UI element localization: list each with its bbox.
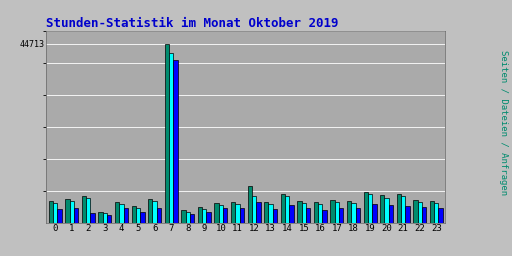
Bar (306, 208, 310, 223)
Bar (314, 202, 318, 223)
Bar (389, 205, 393, 223)
Bar (401, 196, 406, 223)
Bar (422, 207, 426, 223)
Bar (372, 204, 376, 223)
Bar (198, 207, 202, 223)
Bar (413, 199, 418, 223)
Bar (397, 194, 401, 223)
Bar (70, 201, 74, 223)
Bar (248, 186, 252, 223)
Bar (202, 209, 206, 223)
Bar (98, 211, 103, 223)
Bar (351, 203, 356, 223)
Bar (339, 208, 344, 223)
Bar (174, 59, 178, 223)
Bar (115, 202, 119, 223)
Bar (264, 202, 268, 223)
Bar (347, 201, 351, 223)
Bar (82, 196, 86, 223)
Bar (169, 53, 174, 223)
Bar (190, 214, 194, 223)
Bar (418, 201, 422, 223)
Bar (119, 204, 123, 223)
Bar (289, 205, 294, 223)
Bar (107, 215, 112, 223)
Bar (385, 198, 389, 223)
Bar (231, 202, 236, 223)
Bar (186, 211, 190, 223)
Bar (438, 208, 443, 223)
Bar (256, 202, 261, 223)
Bar (57, 209, 61, 223)
Bar (165, 44, 169, 223)
Bar (268, 204, 273, 223)
Text: Stunden-Statistik im Monat Oktober 2019: Stunden-Statistik im Monat Oktober 2019 (46, 17, 338, 29)
Bar (323, 210, 327, 223)
Bar (285, 196, 289, 223)
Bar (49, 201, 53, 223)
Bar (219, 205, 223, 223)
Bar (356, 208, 360, 223)
Bar (153, 201, 157, 223)
Bar (297, 201, 302, 223)
Bar (335, 201, 339, 223)
Bar (223, 208, 227, 223)
Bar (406, 206, 410, 223)
Bar (273, 209, 277, 223)
Bar (91, 213, 95, 223)
Bar (140, 212, 144, 223)
Bar (430, 201, 434, 223)
Bar (330, 199, 335, 223)
Bar (132, 206, 136, 223)
Bar (206, 212, 211, 223)
Bar (240, 208, 244, 223)
Bar (302, 203, 306, 223)
Bar (364, 191, 368, 223)
Bar (53, 203, 57, 223)
Bar (157, 208, 161, 223)
Bar (281, 194, 285, 223)
Bar (86, 198, 91, 223)
Bar (136, 208, 140, 223)
Bar (318, 204, 323, 223)
Bar (74, 208, 78, 223)
Bar (380, 195, 385, 223)
Bar (181, 209, 186, 223)
Text: Seiten / Dateien / Anfragen: Seiten / Dateien / Anfragen (499, 50, 508, 195)
Bar (236, 204, 240, 223)
Bar (252, 196, 256, 223)
Bar (368, 194, 372, 223)
Bar (148, 199, 153, 223)
Bar (103, 213, 107, 223)
Bar (66, 199, 70, 223)
Bar (434, 203, 438, 223)
Bar (215, 203, 219, 223)
Bar (123, 208, 128, 223)
